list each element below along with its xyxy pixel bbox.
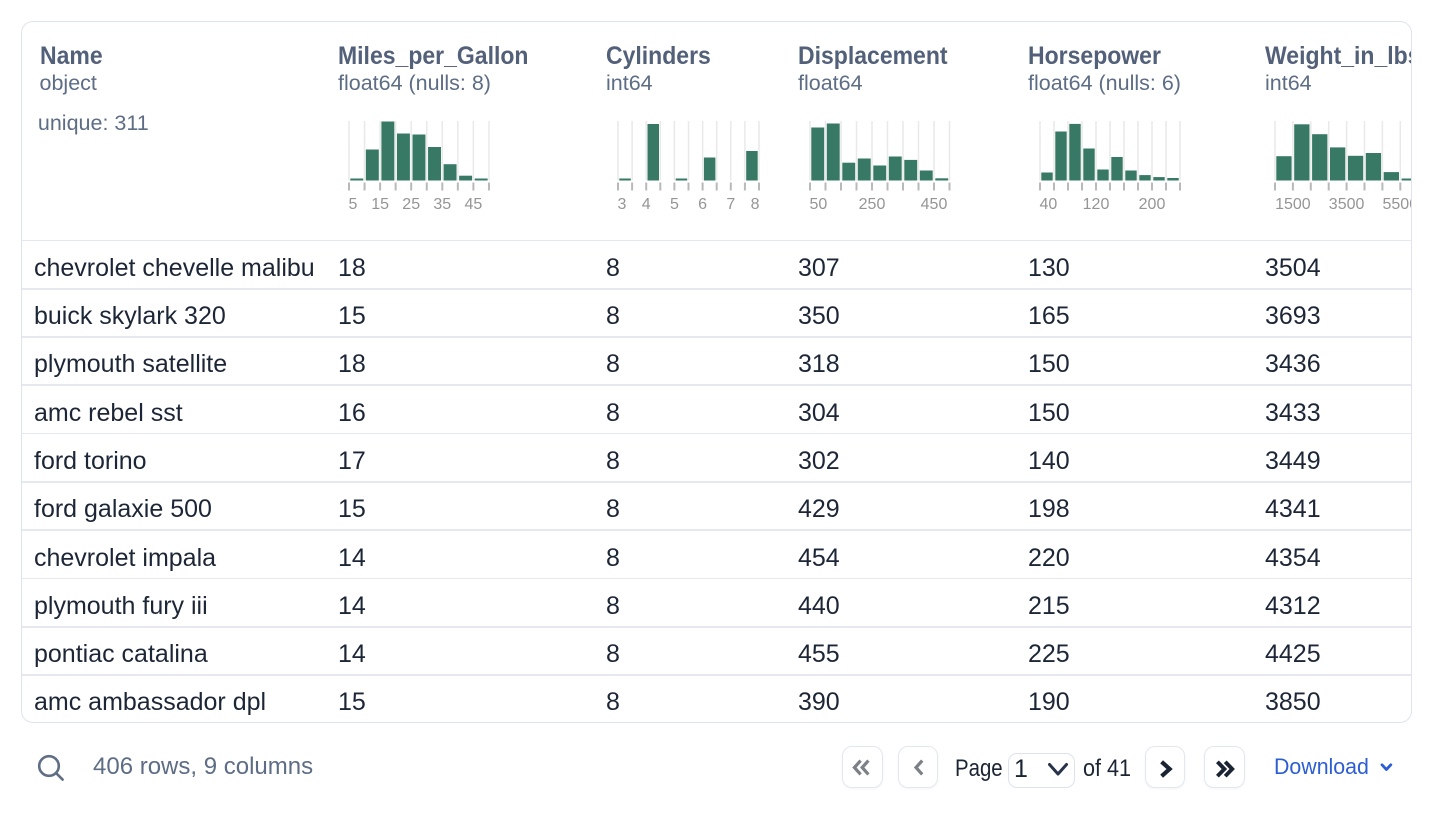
svg-text:3: 3 [617, 196, 626, 213]
svg-text:6: 6 [698, 196, 707, 213]
svg-text:120: 120 [1082, 196, 1109, 213]
svg-text:40: 40 [1039, 196, 1057, 213]
svg-text:200: 200 [1138, 196, 1165, 213]
svg-text:50: 50 [809, 196, 827, 213]
svg-text:5: 5 [669, 196, 678, 213]
svg-text:45: 45 [464, 196, 482, 213]
svg-text:15: 15 [371, 196, 389, 213]
svg-text:450: 450 [920, 196, 947, 213]
svg-text:7: 7 [726, 196, 735, 213]
svg-text:4: 4 [641, 196, 650, 213]
svg-text:250: 250 [858, 196, 885, 213]
svg-text:8: 8 [750, 196, 759, 213]
svg-text:25: 25 [402, 196, 420, 213]
svg-text:35: 35 [433, 196, 451, 213]
svg-text:1500: 1500 [1275, 196, 1311, 213]
svg-text:3500: 3500 [1328, 196, 1364, 213]
svg-text:5: 5 [348, 196, 357, 213]
svg-text:5500: 5500 [1382, 196, 1412, 213]
